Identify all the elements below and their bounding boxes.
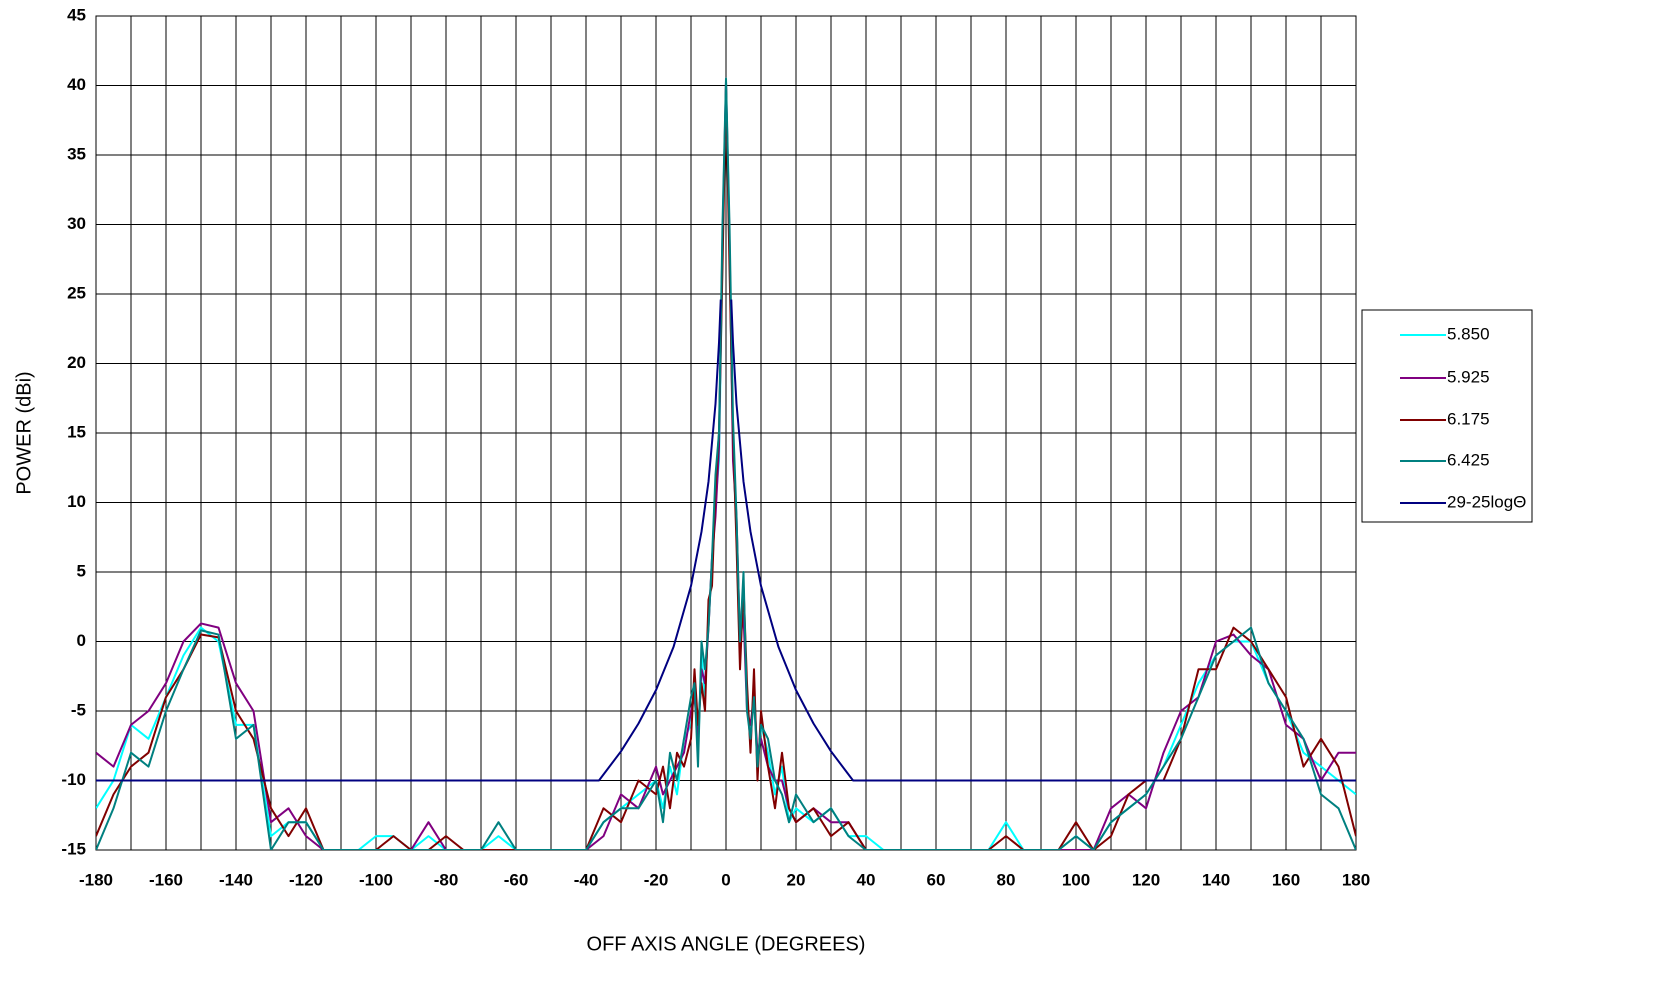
y-tick-label: -15 [61, 839, 86, 858]
series-line [96, 77, 1356, 850]
x-tick-label: 100 [1062, 870, 1090, 889]
y-tick-label: -10 [61, 770, 86, 789]
legend-label: 5.925 [1447, 367, 1490, 386]
y-tick-label: 10 [67, 492, 86, 511]
x-tick-label: -180 [79, 870, 113, 889]
y-tick-label: 20 [67, 353, 86, 372]
x-tick-label: -40 [574, 870, 599, 889]
y-tick-label: 45 [67, 5, 86, 24]
x-tick-label: 60 [927, 870, 946, 889]
x-tick-label: -160 [149, 870, 183, 889]
legend-label: 6.175 [1447, 409, 1490, 428]
x-tick-label: 140 [1202, 870, 1230, 889]
x-tick-label: 0 [721, 870, 730, 889]
x-tick-label: -120 [289, 870, 323, 889]
y-tick-label: 40 [67, 75, 86, 94]
x-tick-label: 80 [997, 870, 1016, 889]
y-tick-label: 35 [67, 144, 86, 163]
x-tick-label: -20 [644, 870, 669, 889]
x-tick-label: 40 [857, 870, 876, 889]
y-tick-label: 30 [67, 214, 86, 233]
legend [1361, 309, 1533, 523]
x-tick-label: -60 [504, 870, 529, 889]
x-tick-label: -140 [219, 870, 253, 889]
x-tick-label: -100 [359, 870, 393, 889]
y-axis-title: POWER (dBi) [13, 371, 35, 494]
y-tick-label: 5 [77, 561, 86, 580]
x-tick-label: 180 [1342, 870, 1370, 889]
x-tick-label: 120 [1132, 870, 1160, 889]
y-tick-label: 25 [67, 283, 86, 302]
plot-lines [96, 77, 1356, 850]
x-tick-label: 160 [1272, 870, 1300, 889]
y-tick-label: 0 [77, 631, 86, 650]
x-tick-label: 20 [787, 870, 806, 889]
x-axis-title: OFF AXIS ANGLE (DEGREES) [587, 933, 866, 955]
series-line [96, 299, 1356, 782]
y-tick-label: 15 [67, 422, 86, 441]
x-tick-label: -80 [434, 870, 459, 889]
legend-label: 29-25logΘ [1447, 492, 1526, 511]
grid [95, 15, 1357, 851]
legend-label: 6.425 [1447, 450, 1490, 469]
y-tick-label: -5 [71, 700, 86, 719]
legend-label: 5.850 [1447, 324, 1490, 343]
